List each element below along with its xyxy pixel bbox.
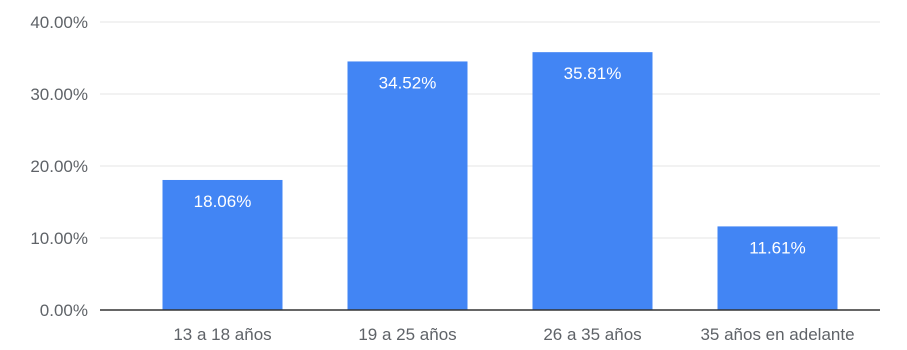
- bar-data-label: 35.81%: [564, 64, 622, 83]
- y-tick-label: 0.00%: [40, 301, 88, 320]
- x-category-label: 35 años en adelante: [700, 325, 854, 344]
- x-category-label: 26 a 35 años: [543, 325, 641, 344]
- y-axis-tick-labels: 0.00% 10.00% 20.00% 30.00% 40.00%: [30, 13, 88, 320]
- bar: [717, 226, 838, 310]
- y-tick-label: 20.00%: [30, 157, 88, 176]
- y-tick-label: 30.00%: [30, 85, 88, 104]
- bar-data-label: 11.61%: [749, 238, 805, 257]
- x-category-label: 13 a 18 años: [173, 325, 271, 344]
- bar-data-label: 34.52%: [379, 73, 437, 92]
- y-tick-label: 10.00%: [30, 229, 88, 248]
- bar-data-label: 18.06%: [194, 192, 252, 211]
- x-category-label: 19 a 25 años: [358, 325, 456, 344]
- x-axis-category-labels: 13 a 18 años 19 a 25 años 26 a 35 años 35 a…: [173, 325, 854, 344]
- bar: [532, 52, 653, 310]
- y-tick-label: 40.00%: [30, 13, 88, 32]
- bar-data-labels: 18.06% 34.52% 35.81% 11.61%: [194, 64, 806, 257]
- bar: [347, 61, 468, 311]
- bar: [162, 179, 283, 310]
- bars: [162, 52, 838, 311]
